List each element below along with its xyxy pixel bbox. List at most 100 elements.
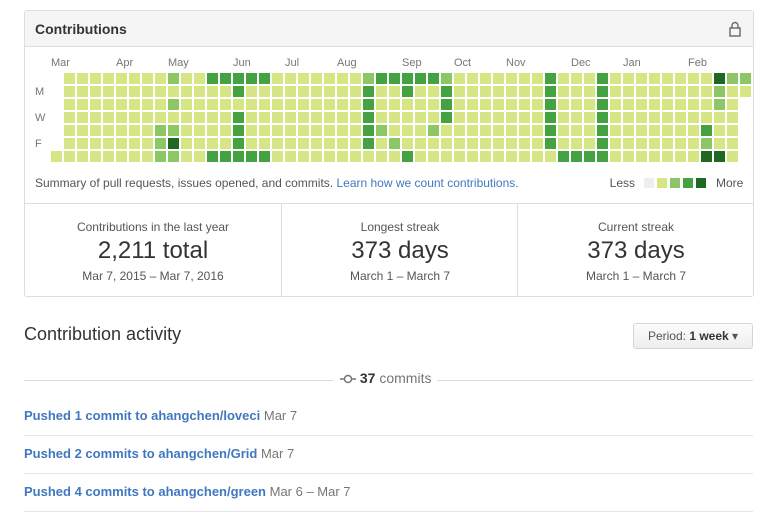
day-cell <box>545 86 556 97</box>
day-cell <box>194 86 205 97</box>
learn-link[interactable]: Learn how we count contributions. <box>336 176 519 190</box>
day-cell <box>623 99 634 110</box>
day-cell <box>649 125 660 136</box>
day-cell <box>532 99 543 110</box>
day-cell <box>402 99 413 110</box>
legend-more: More <box>716 176 744 190</box>
day-cell <box>597 99 608 110</box>
day-cell <box>272 125 283 136</box>
day-cell <box>129 151 140 162</box>
activity-link[interactable]: Pushed 1 commit to ahangchen/loveci <box>24 408 261 423</box>
day-cell <box>636 138 647 149</box>
day-cell <box>116 151 127 162</box>
day-cell <box>389 112 400 123</box>
day-cell <box>688 151 699 162</box>
day-cell <box>311 99 322 110</box>
day-cell <box>610 112 621 123</box>
day-cell <box>350 138 361 149</box>
day-cell <box>649 73 660 84</box>
day-cell <box>558 112 569 123</box>
day-cell <box>428 112 439 123</box>
day-cell <box>714 73 725 84</box>
day-cell <box>688 112 699 123</box>
day-cell <box>129 73 140 84</box>
period-button[interactable]: Period: 1 week ▾ <box>633 323 753 349</box>
day-cell <box>194 112 205 123</box>
day-cell <box>688 73 699 84</box>
day-cell <box>116 99 127 110</box>
day-cell <box>64 151 75 162</box>
day-cell <box>77 138 88 149</box>
stat-label: Current streak <box>597 220 675 234</box>
stat: Contributions in the last year 2,211 tota… <box>25 204 281 297</box>
day-cell <box>649 86 660 97</box>
day-cell <box>519 125 530 136</box>
day-cell <box>545 138 556 149</box>
activity-link[interactable]: Pushed 4 commits to ahangchen/green <box>24 484 266 499</box>
day-cell <box>467 138 478 149</box>
day-cell <box>246 86 257 97</box>
day-cell <box>636 86 647 97</box>
day-cell <box>571 138 582 149</box>
day-cell <box>77 151 88 162</box>
day-cell <box>571 73 582 84</box>
day-cell <box>454 86 465 97</box>
day-cell <box>194 73 205 84</box>
month-label: Nov <box>506 57 526 69</box>
day-cell <box>363 112 374 123</box>
day-cell <box>155 86 166 97</box>
day-cell <box>129 112 140 123</box>
weekday-label: W <box>35 112 46 124</box>
day-cell <box>337 86 348 97</box>
day-cell <box>168 73 179 84</box>
day-cell <box>324 73 335 84</box>
day-cell <box>701 125 712 136</box>
day-cell <box>363 99 374 110</box>
day-cell <box>636 125 647 136</box>
day-cell <box>285 151 296 162</box>
month-label: Dec <box>571 57 591 69</box>
day-cell <box>493 99 504 110</box>
stats: Contributions in the last year 2,211 tota… <box>25 203 753 297</box>
day-cell <box>415 112 426 123</box>
day-cell <box>103 73 114 84</box>
weekday-label: M <box>35 86 44 98</box>
period-label: Period: <box>647 329 686 343</box>
day-cell <box>207 125 218 136</box>
day-cell <box>246 151 257 162</box>
day-cell <box>168 125 179 136</box>
day-cell <box>480 73 491 84</box>
activity-date: Mar 6 – Mar 7 <box>269 484 351 499</box>
day-cell <box>220 138 231 149</box>
day-cell <box>363 73 374 84</box>
day-cell <box>64 99 75 110</box>
day-cell <box>181 73 192 84</box>
stat-range: March 1 – March 7 <box>585 269 687 283</box>
day-cell <box>441 99 452 110</box>
activity-link[interactable]: Pushed 2 commits to ahangchen/Grid <box>24 446 258 461</box>
day-cell <box>584 73 595 84</box>
day-cell <box>337 99 348 110</box>
stat: Current streak 373 days March 1 – March 7 <box>517 204 754 297</box>
month-label: Jan <box>623 57 641 69</box>
day-cell <box>610 99 621 110</box>
legend-swatch <box>683 178 693 188</box>
day-cell <box>467 86 478 97</box>
day-cell <box>428 86 439 97</box>
day-cell <box>454 112 465 123</box>
day-cell <box>675 138 686 149</box>
day-cell <box>285 138 296 149</box>
day-cell <box>376 112 387 123</box>
day-cell <box>350 125 361 136</box>
day-cell <box>207 86 218 97</box>
day-cell <box>350 99 361 110</box>
day-cell <box>324 151 335 162</box>
legend-swatch <box>657 178 667 188</box>
day-cell <box>220 86 231 97</box>
day-cell <box>415 151 426 162</box>
contributions-box: Contributions Mar Apr May Jun Jul Aug Sep Oct No… <box>24 10 754 297</box>
day-cell <box>623 73 634 84</box>
day-cell <box>454 138 465 149</box>
day-cell <box>519 138 530 149</box>
day-cell <box>77 73 88 84</box>
